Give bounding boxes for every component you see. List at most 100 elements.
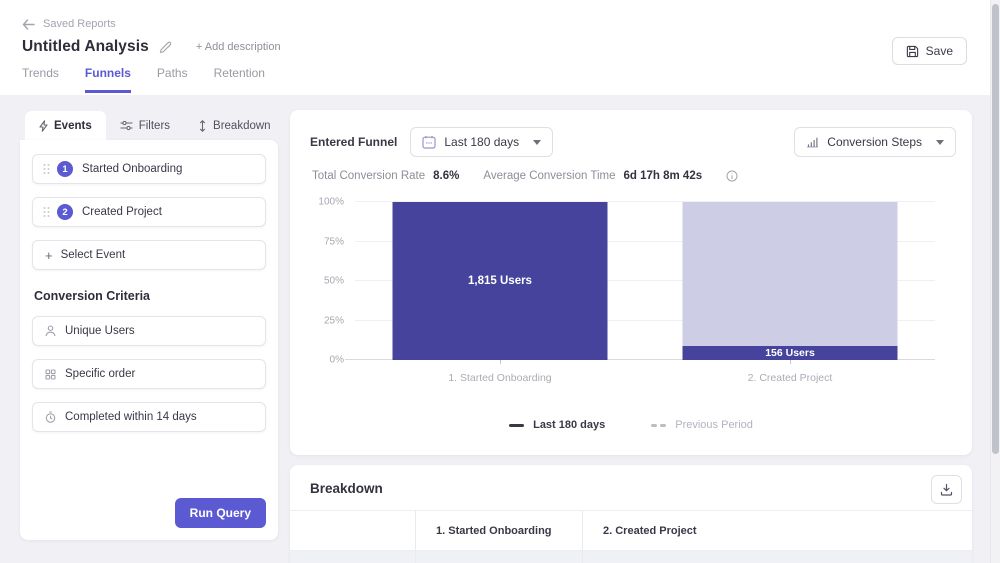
funnel-bar-step-2-remainder[interactable] (682, 202, 898, 360)
date-range-dropdown[interactable]: Last 180 days (410, 127, 554, 157)
download-icon (940, 483, 953, 496)
query-builder-panel: 1 Started Onboarding 2 Created Project +… (20, 140, 278, 540)
breakdown-title: Breakdown (310, 481, 383, 496)
entered-funnel-label: Entered Funnel (310, 135, 398, 149)
run-query-button[interactable]: Run Query (174, 498, 266, 528)
x-axis-baseline (345, 359, 935, 360)
report-type-tabs: Trends Funnels Paths Retention (22, 66, 265, 93)
breakdown-table: 1. Started Onboarding 2. Created Project (290, 510, 972, 563)
solid-line-swatch (509, 423, 525, 427)
stat-label: Average Conversion Time (483, 170, 616, 182)
gridline (355, 201, 935, 202)
breakdown-column-header: 1. Started Onboarding (415, 511, 582, 550)
funnel-bar-step-2[interactable] (682, 346, 898, 360)
tab-breakdown[interactable]: Breakdown (184, 111, 285, 140)
criteria-label: Specific order (65, 368, 136, 380)
x-tick (790, 360, 791, 364)
event-step-1[interactable]: 1 Started Onboarding (32, 154, 266, 184)
tab-events[interactable]: Events (25, 111, 106, 140)
event-name: Started Onboarding (82, 163, 183, 175)
criteria-order[interactable]: Specific order (32, 359, 266, 389)
bar-chart-icon (807, 137, 819, 148)
gridline (355, 319, 935, 321)
event-name: Created Project (82, 206, 162, 218)
gridline (355, 240, 935, 242)
info-icon[interactable] (726, 170, 738, 182)
split-arrows-icon (199, 119, 206, 132)
scrollbar-track[interactable] (990, 0, 1000, 563)
breakdown-card: Breakdown 1. Started Onboarding 2. Creat… (290, 465, 972, 563)
conversion-criteria-heading: Conversion Criteria (34, 289, 151, 303)
event-step-2[interactable]: 2 Created Project (32, 197, 266, 227)
chart-legend: Last 180 days Previous Period (290, 419, 972, 431)
criteria-label: Completed within 14 days (65, 411, 197, 423)
breakdown-corner-cell (290, 511, 415, 550)
add-description-button[interactable]: + Add description (195, 41, 281, 53)
funnel-step-1-slot: 1,815 Users (355, 202, 645, 364)
plus-icon: + (45, 247, 53, 263)
y-axis-labels: 100% 75% 50% 25% 0% (304, 197, 344, 366)
bar-value-label: 156 Users (765, 347, 815, 359)
chevron-down-icon (936, 139, 944, 145)
step-number-badge: 1 (57, 161, 73, 177)
drag-handle-icon[interactable] (43, 163, 50, 175)
x-category-label: 2. Created Project (747, 372, 833, 384)
breakdown-header-row: 1. Started Onboarding 2. Created Project (290, 510, 972, 550)
y-tick: 50% (323, 275, 344, 287)
legend-previous-period[interactable]: Previous Period (651, 419, 753, 431)
average-conversion-time: 6d 17h 8m 42s (623, 170, 703, 182)
tab-trends[interactable]: Trends (22, 66, 59, 80)
stopwatch-icon (45, 411, 56, 423)
legend-label: Previous Period (675, 419, 753, 431)
select-event-button[interactable]: + Select Event (32, 240, 266, 270)
breakdown-data-row[interactable] (290, 550, 972, 563)
tab-breakdown-label: Breakdown (213, 119, 271, 132)
tab-events-label: Events (54, 119, 92, 132)
bar-value-label: 1,815 Users (468, 275, 532, 287)
drag-handle-icon[interactable] (43, 206, 50, 218)
breakdown-column-header: 2. Created Project (582, 511, 972, 550)
report-header: Saved Reports Untitled Analysis + Add de… (0, 0, 1000, 95)
tab-filters-label: Filters (138, 119, 171, 132)
funnel-card-header: Entered Funnel Last 180 days Conversion … (310, 127, 956, 157)
x-axis-labels: 1. Started Onboarding 2. Created Project (355, 372, 935, 384)
x-category-label: 1. Started Onboarding (448, 372, 552, 384)
view-selector-dropdown[interactable]: Conversion Steps (794, 127, 956, 157)
tab-filters[interactable]: Filters (106, 111, 184, 140)
criteria-conversion-window[interactable]: Completed within 14 days (32, 402, 266, 432)
scrollbar-thumb[interactable] (992, 4, 999, 454)
back-arrow-icon (22, 18, 35, 30)
funnel-bar-step-1[interactable]: 1,815 Users (392, 202, 608, 360)
tab-paths[interactable]: Paths (156, 66, 188, 80)
y-tick: 100% (318, 196, 344, 208)
grid-icon (45, 368, 56, 380)
criteria-label: Unique Users (65, 325, 135, 337)
y-tick: 0% (329, 354, 344, 366)
sliders-icon (120, 120, 133, 131)
download-button[interactable] (931, 475, 962, 504)
back-to-saved-reports[interactable]: Saved Reports (22, 18, 116, 30)
chevron-down-icon (533, 139, 542, 145)
dashed-line-swatch (651, 423, 667, 427)
edit-title-icon[interactable] (159, 41, 172, 54)
save-icon (906, 45, 918, 57)
tab-retention[interactable]: Retention (213, 66, 265, 80)
save-button[interactable]: Save (891, 37, 967, 65)
query-panel-tabs: Events Filters Breakdown (25, 111, 285, 140)
title-row: Untitled Analysis + Add description (22, 38, 281, 56)
criteria-counting-method[interactable]: Unique Users (32, 316, 266, 346)
step-number-badge: 2 (57, 204, 73, 220)
back-label: Saved Reports (43, 18, 116, 30)
legend-current-period[interactable]: Last 180 days (509, 419, 605, 431)
stat-label: Total Conversion Rate (312, 170, 426, 182)
funnel-stats: Total Conversion Rate 8.6% Average Conve… (312, 170, 738, 182)
funnel-chart-card: Entered Funnel Last 180 days Conversion … (290, 110, 972, 455)
view-selector-value: Conversion Steps (827, 135, 922, 149)
page-title: Untitled Analysis (22, 38, 149, 55)
y-tick: 25% (323, 315, 344, 326)
lightning-icon (39, 119, 48, 132)
date-range-value: Last 180 days (444, 135, 520, 149)
legend-label: Last 180 days (533, 419, 606, 431)
tab-funnels[interactable]: Funnels (84, 66, 131, 93)
